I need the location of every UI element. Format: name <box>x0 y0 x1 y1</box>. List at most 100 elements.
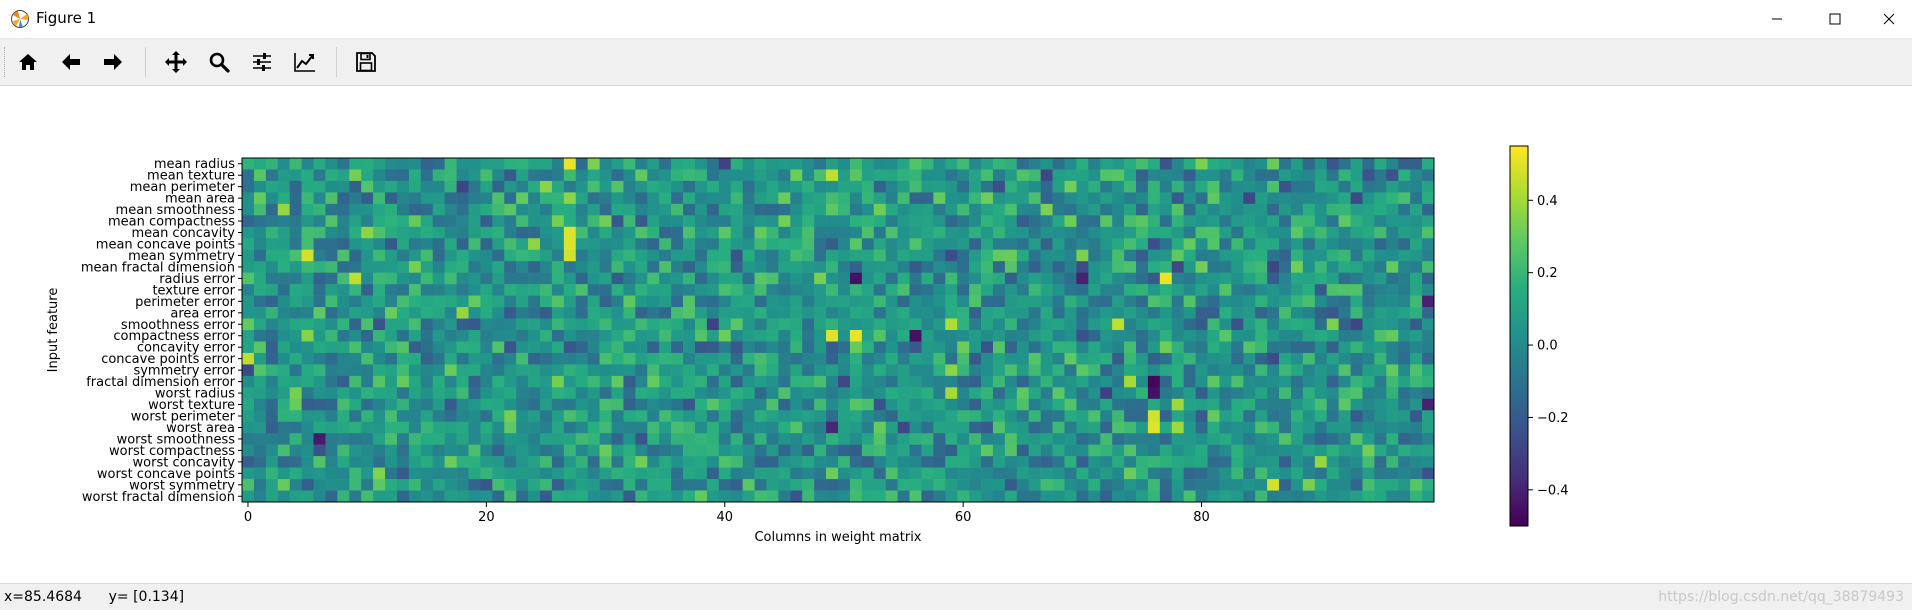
heatmap-cell <box>1207 456 1220 468</box>
heatmap-cell <box>671 364 684 377</box>
figure-canvas[interactable]: mean radius mean texture mean perimeter mea… <box>0 86 1912 583</box>
heatmap-cell <box>635 490 648 503</box>
arrow-right-icon <box>104 54 122 70</box>
heatmap-cell <box>1350 433 1363 445</box>
heatmap-cell <box>1040 375 1053 388</box>
heatmap-cell <box>242 375 255 388</box>
heatmap-cell <box>1195 192 1208 205</box>
heatmap-cell <box>563 318 577 331</box>
y-tick-label: worst area <box>166 421 235 436</box>
maximize-button[interactable] <box>1812 0 1858 38</box>
heatmap-cell <box>694 295 708 308</box>
heatmap-cell <box>516 226 529 239</box>
heatmap-cell <box>992 226 1006 239</box>
heatmap-cell <box>551 261 565 273</box>
heatmap-cell <box>373 249 386 262</box>
heatmap-cell <box>480 307 493 319</box>
heatmap-cell <box>730 387 743 400</box>
heatmap-cell <box>1314 410 1328 423</box>
heatmap-cell <box>742 341 755 354</box>
heatmap-cell <box>456 169 469 182</box>
subplots-button[interactable] <box>246 46 278 78</box>
heatmap-cell <box>1171 479 1184 491</box>
heatmap-cell <box>897 318 910 331</box>
heatmap-cell <box>611 261 624 273</box>
heatmap-cell <box>861 352 875 365</box>
heatmap-cell <box>945 318 958 331</box>
heatmap-cell <box>1255 192 1268 205</box>
heatmap-cell <box>1279 398 1292 411</box>
heatmap-cell <box>635 158 648 170</box>
heatmap-cell <box>1422 261 1435 273</box>
heatmap-cell <box>1350 364 1363 377</box>
heatmap-cell <box>742 421 755 434</box>
forward-button[interactable] <box>97 46 129 78</box>
heatmap-cell <box>563 375 577 388</box>
heatmap-cell <box>1350 249 1363 262</box>
heatmap-cell <box>992 467 1006 480</box>
heatmap-cell <box>992 238 1006 251</box>
heatmap-cell <box>790 410 803 423</box>
heatmap-cell <box>909 479 922 491</box>
heatmap-cell <box>361 238 374 251</box>
heatmap-cell <box>909 238 922 251</box>
edit-axes-button[interactable] <box>289 46 321 78</box>
heatmap-cell <box>396 490 410 503</box>
heatmap-cell <box>420 169 434 182</box>
heatmap-cell <box>909 318 922 331</box>
heatmap-cell <box>838 433 851 445</box>
heatmap-cell <box>504 261 517 273</box>
heatmap-cell <box>838 341 851 354</box>
heatmap-cell <box>1171 433 1184 445</box>
zoom-button[interactable] <box>203 46 235 78</box>
heatmap-cell <box>873 249 886 262</box>
heatmap-cell <box>1386 398 1399 411</box>
heatmap-cell <box>790 295 803 308</box>
heatmap-cell <box>1231 456 1244 468</box>
heatmap-cell <box>456 398 469 411</box>
home-button[interactable] <box>12 46 44 78</box>
heatmap-cell <box>1112 158 1125 170</box>
heatmap-cell <box>1136 192 1149 205</box>
heatmap-cell <box>1314 456 1328 468</box>
heatmap-cell <box>671 158 684 170</box>
heatmap-cell <box>957 364 970 377</box>
heatmap-cell <box>373 433 386 445</box>
heatmap-cell <box>754 467 767 480</box>
heatmap-cell <box>742 375 755 388</box>
close-button[interactable] <box>1866 0 1912 38</box>
heatmap-cell <box>897 467 910 480</box>
heatmap-cell <box>468 238 481 251</box>
heatmap-cell <box>1183 307 1196 319</box>
heatmap-cell <box>623 341 636 354</box>
heatmap-cell <box>1386 352 1399 365</box>
heatmap-cell <box>1171 341 1184 354</box>
heatmap-cell <box>1100 341 1113 354</box>
minimize-button[interactable] <box>1754 0 1800 38</box>
heatmap-cell <box>945 410 958 423</box>
heatmap-cell <box>861 375 875 388</box>
heatmap-cell <box>1183 433 1196 445</box>
heatmap-cell <box>575 364 588 377</box>
heatmap-cell <box>325 467 338 480</box>
heatmap-cell <box>730 479 743 491</box>
toolbar-grip[interactable] <box>4 47 7 77</box>
y-tick-label: concave points error <box>101 352 235 367</box>
heatmap-cell <box>242 490 255 503</box>
heatmap-cell <box>1207 398 1220 411</box>
heatmap-cell <box>981 295 994 308</box>
back-button[interactable] <box>55 46 87 78</box>
heatmap-cell <box>349 467 362 480</box>
heatmap-cell <box>718 330 732 342</box>
heatmap-cell <box>516 295 529 308</box>
save-button[interactable] <box>350 46 382 78</box>
heatmap-cell <box>540 444 553 457</box>
heatmap-cell <box>528 456 541 468</box>
heatmap-cell <box>1171 203 1184 216</box>
heatmap-cell <box>385 375 398 388</box>
heatmap-cell <box>1338 387 1351 400</box>
pan-button[interactable] <box>160 46 192 78</box>
heatmap-cell <box>1147 226 1161 239</box>
heatmap-cell <box>1112 444 1125 457</box>
